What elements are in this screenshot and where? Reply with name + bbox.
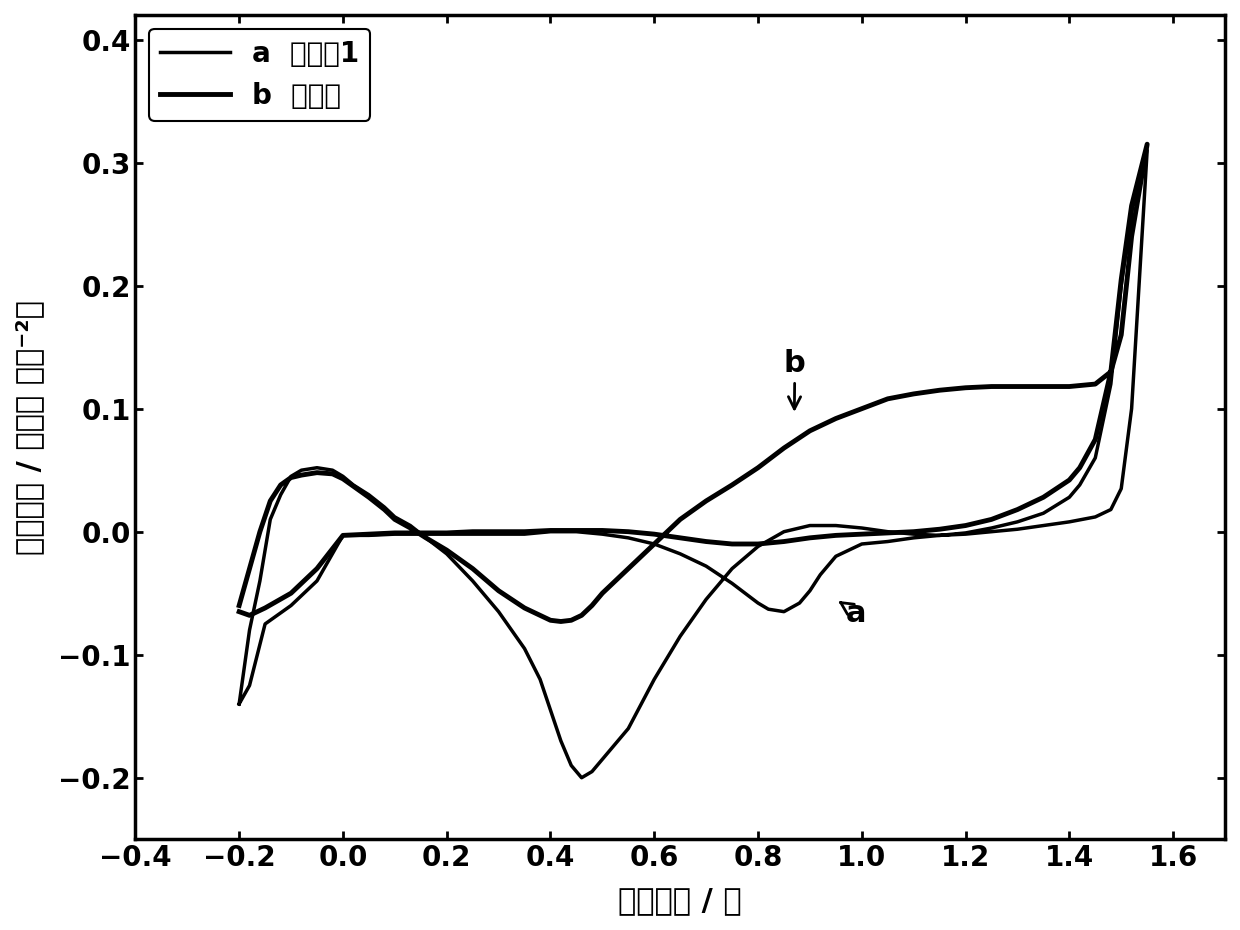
Text: a: a bbox=[841, 599, 867, 628]
X-axis label: 电极电势 / 伏: 电极电势 / 伏 bbox=[619, 886, 742, 915]
Legend: a  实施例1, b  对照例: a 实施例1, b 对照例 bbox=[149, 29, 371, 121]
Text: b: b bbox=[784, 349, 806, 409]
Y-axis label: 电流密度 / （毫安 厘米⁻²）: 电流密度 / （毫安 厘米⁻²） bbox=[15, 299, 43, 554]
